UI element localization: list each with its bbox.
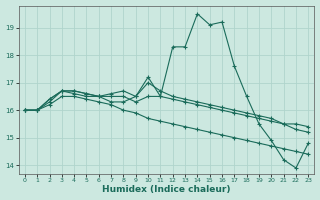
X-axis label: Humidex (Indice chaleur): Humidex (Indice chaleur) — [102, 185, 231, 194]
